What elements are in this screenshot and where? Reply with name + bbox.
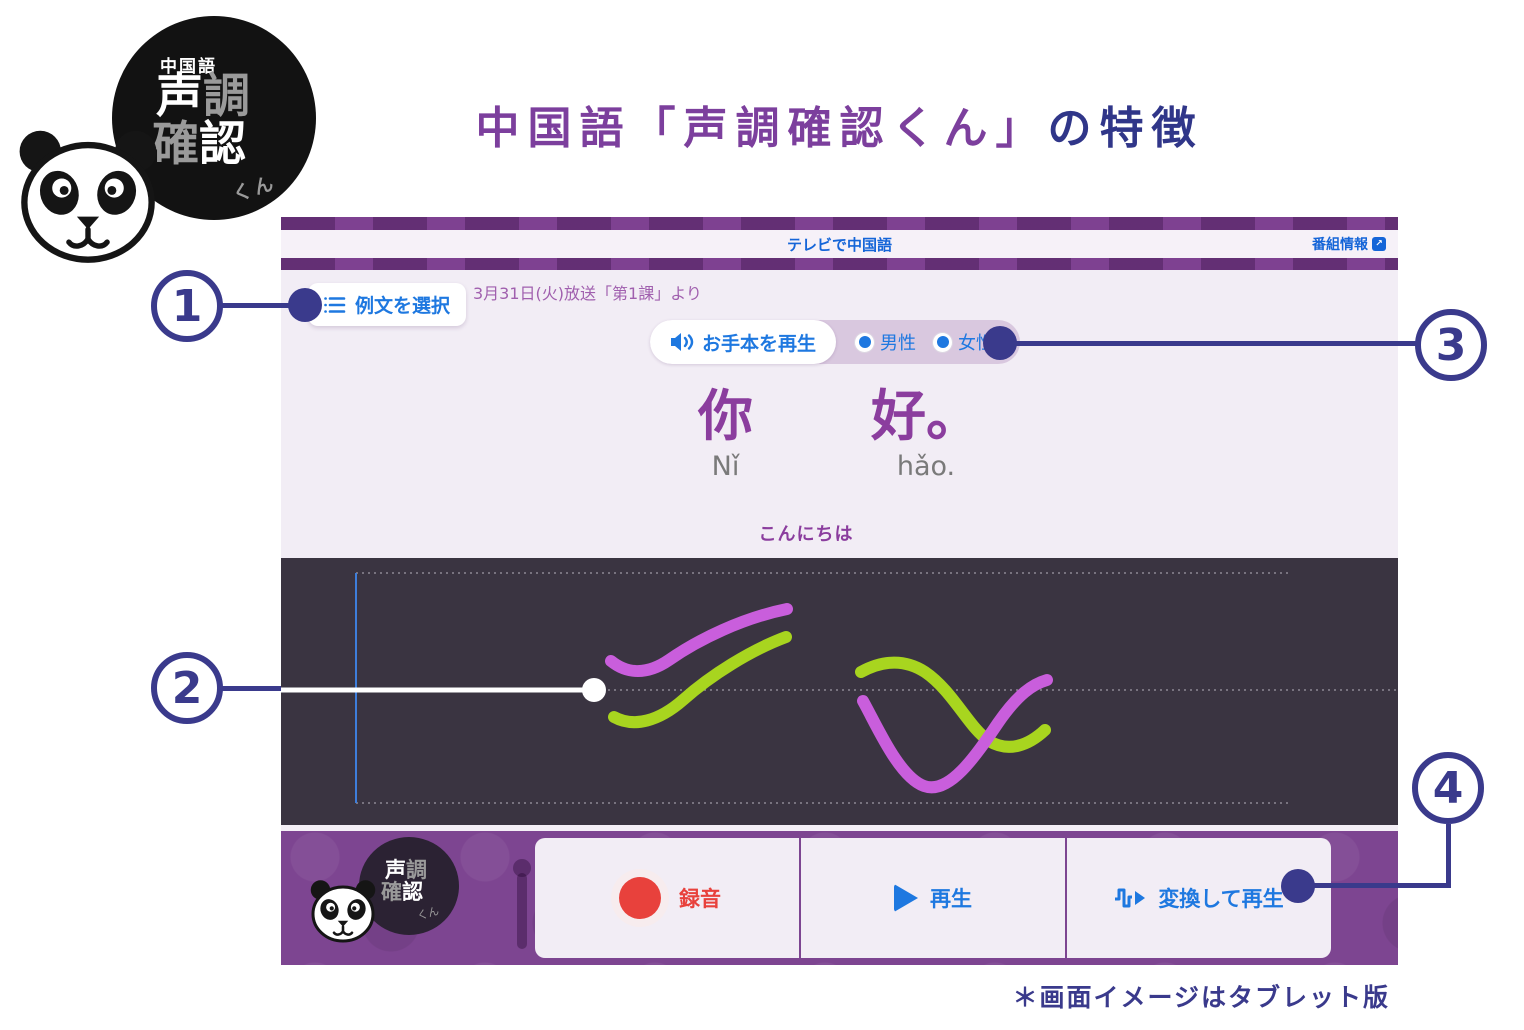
pitch-curve-canvas xyxy=(281,572,1398,804)
sentence-words: 你 Nǐ 好。 hǎo. xyxy=(281,386,1398,482)
speaker-icon xyxy=(671,333,694,351)
play-model-label: お手本を再生 xyxy=(702,332,817,355)
radio-female-dot xyxy=(932,331,954,353)
convert-play-label: 変換して再生 xyxy=(1158,887,1284,911)
record-button[interactable]: 録音 xyxy=(535,838,799,958)
record-label: 録音 xyxy=(679,887,721,911)
app-screenshot-frame: テレビで中国語 番組情報 ↗ 例文を選択 3月31日(火)放送「第1課」より xyxy=(281,217,1398,965)
program-info-link[interactable]: 番組情報 ↗ xyxy=(1312,230,1386,258)
page-title: 中国語「声調確認くん」の特徴 xyxy=(475,103,1204,154)
hanzi-1: 你 xyxy=(697,384,753,448)
mic-silhouette-decor xyxy=(513,859,531,949)
callout-1: 1 xyxy=(151,270,223,342)
callout-4: 4 xyxy=(1412,752,1484,824)
logo-line1: 声調 xyxy=(156,69,250,124)
callout-1-line xyxy=(221,303,309,308)
app-header: テレビで中国語 番組情報 ↗ xyxy=(281,230,1398,258)
play-button[interactable]: 再生 xyxy=(799,838,1065,958)
list-icon xyxy=(324,296,346,313)
panda-icon-small xyxy=(309,878,377,943)
callout-1-dot xyxy=(288,288,322,322)
hanzi-2: 好。 xyxy=(871,384,982,448)
callout-4-line-vertical xyxy=(1446,824,1451,886)
callout-3-dot xyxy=(983,326,1017,360)
translation-text: こんにちは xyxy=(758,524,854,545)
callout-2-line xyxy=(221,686,281,691)
radio-male-dot xyxy=(854,331,876,353)
select-example-button[interactable]: 例文を選択 xyxy=(308,283,467,326)
record-icon xyxy=(619,877,661,919)
waveform-play-icon xyxy=(1115,888,1146,908)
callout-3-line xyxy=(1000,341,1420,346)
syllable2-voice-green xyxy=(855,656,1051,753)
pinyin-2: hǎo. xyxy=(896,450,956,482)
mid-decor-bar xyxy=(281,258,1398,270)
footnote: ＊画面イメージはタブレット版 xyxy=(1012,983,1390,1012)
callout-3: 3 xyxy=(1415,309,1487,381)
top-decor-bar xyxy=(281,217,1398,230)
word-1: 你 Nǐ xyxy=(698,386,753,482)
divider-strip xyxy=(281,825,1398,831)
control-bar: 声調 確認 くん 録音 再生 変換 xyxy=(281,831,1398,965)
control-bar-logo: 声調 確認 くん xyxy=(359,837,459,935)
pinyin-1: Nǐ xyxy=(711,450,740,482)
external-link-icon: ↗ xyxy=(1372,237,1386,251)
select-example-label: 例文を選択 xyxy=(355,295,451,317)
syllable2-voice-magenta xyxy=(857,674,1053,794)
word-2: 好。 hǎo. xyxy=(871,386,981,482)
pitch-panel xyxy=(281,558,1398,825)
convert-play-button[interactable]: 変換して再生 xyxy=(1065,838,1331,958)
callout-4-dot xyxy=(1281,869,1315,903)
syllable1-voice-magenta xyxy=(605,603,793,677)
radio-male-label: 男性 xyxy=(880,333,917,354)
callout-2: 2 xyxy=(151,652,223,724)
panda-icon xyxy=(6,126,170,266)
logo-suffix: くん xyxy=(230,171,279,207)
model-playback-group: お手本を再生 男性 女性 xyxy=(650,320,1021,364)
play-icon xyxy=(894,884,918,912)
app-logo: 中国語 声調 確認 くん xyxy=(0,0,340,270)
play-model-button[interactable]: お手本を再生 xyxy=(650,320,837,364)
broadcast-note: 3月31日(火)放送「第1課」より xyxy=(473,284,702,303)
logo-subtitle: 中国語 xyxy=(160,57,217,77)
app-header-title: テレビで中国語 xyxy=(786,235,892,254)
logo-line2: 確認 xyxy=(152,117,246,172)
syllable1-voice-green xyxy=(608,631,792,729)
control-button-panel: 録音 再生 変換して再生 xyxy=(535,838,1331,958)
radio-male[interactable]: 男性 xyxy=(854,329,916,355)
play-label: 再生 xyxy=(930,887,972,911)
callout-4-line-horizontal xyxy=(1300,883,1451,888)
sentence-area: 例文を選択 3月31日(火)放送「第1課」より お手本を再生 男性 xyxy=(281,270,1398,558)
callout2-endpoint-dot xyxy=(582,678,606,702)
